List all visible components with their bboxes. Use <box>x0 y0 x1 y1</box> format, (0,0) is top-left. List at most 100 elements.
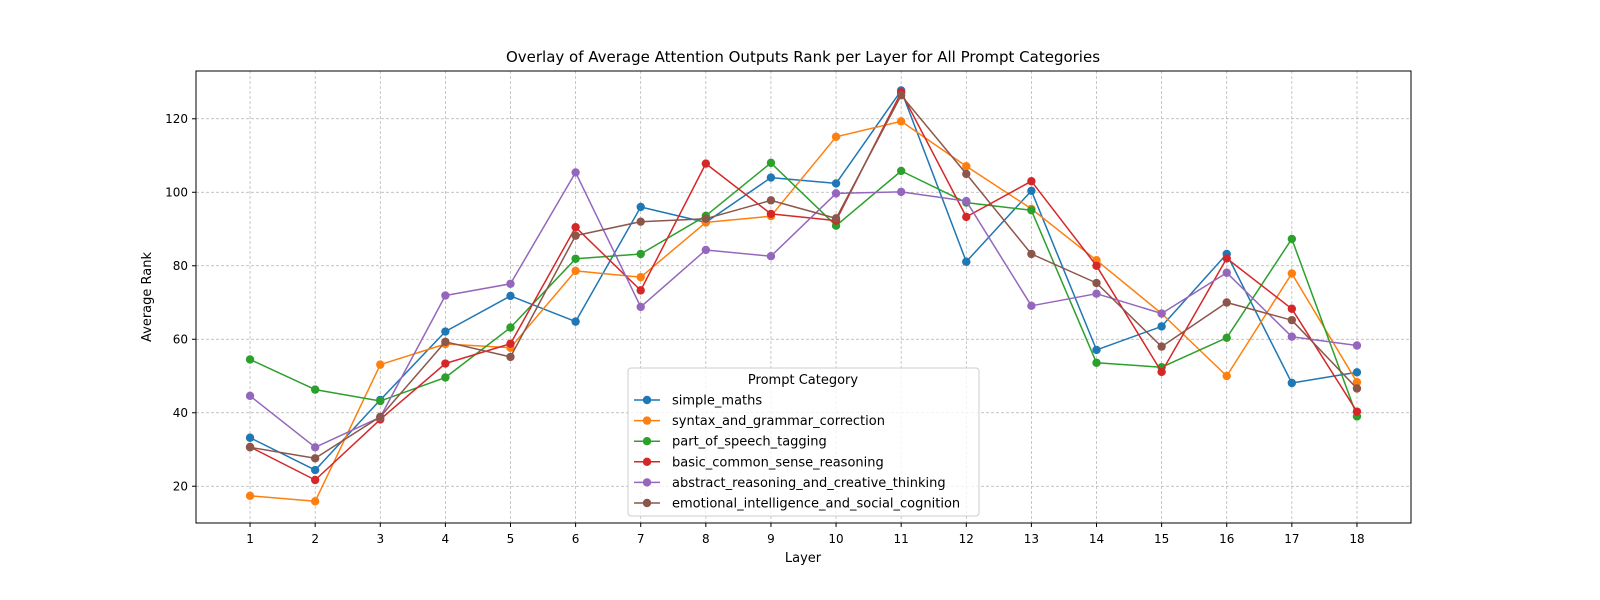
data-point <box>766 252 776 261</box>
data-point <box>1027 177 1036 186</box>
data-point <box>831 132 841 141</box>
y-tick-label: 120 <box>165 112 188 126</box>
data-point <box>1287 269 1297 278</box>
series-emotional_intelligence_and_social_cognition <box>245 91 1362 463</box>
data-point <box>896 117 906 126</box>
data-point <box>1287 332 1297 341</box>
data-point <box>1287 304 1297 313</box>
x-axis-label: Layer <box>785 551 822 566</box>
data-point <box>962 212 971 222</box>
data-point <box>896 166 906 176</box>
x-tick-label: 15 <box>1154 532 1169 546</box>
legend-label: simple_maths <box>672 394 762 409</box>
data-point <box>571 222 580 232</box>
data-point <box>1027 206 1036 215</box>
axes-layer: 1 2 3 4 5 6 7 8 9 10 11 12 13 14 15 16 17 182040608010012… <box>165 112 1365 546</box>
data-point <box>636 202 645 212</box>
x-tick-label: 6 <box>572 532 580 546</box>
legend-label: part_of_speech_tagging <box>672 435 827 450</box>
series-line <box>249 162 1358 417</box>
x-tick-label: 7 <box>637 532 645 546</box>
data-point <box>310 443 320 452</box>
data-point <box>441 327 450 336</box>
data-point <box>245 391 255 401</box>
data-point <box>441 291 450 300</box>
legend-swatch-marker <box>642 437 652 446</box>
data-point <box>962 196 971 206</box>
data-point <box>1352 384 1362 393</box>
data-point <box>1092 345 1101 355</box>
data-point <box>1222 254 1231 263</box>
x-tick-label: 11 <box>894 532 909 546</box>
legend: Prompt Category simple_maths syntax_and_g… <box>627 367 980 517</box>
data-point <box>571 317 580 326</box>
data-point <box>766 209 776 219</box>
data-point <box>1092 289 1101 298</box>
legend-entry: basic_common_sense_reasoning <box>634 455 884 470</box>
data-point <box>571 168 580 177</box>
series-line <box>249 89 1358 471</box>
data-point <box>1352 341 1362 350</box>
data-point <box>506 291 515 301</box>
data-point <box>636 272 645 282</box>
legend-swatch-marker <box>642 498 652 508</box>
x-tick-label: 13 <box>1024 532 1039 546</box>
legend-label: syntax_and_grammar_correction <box>672 414 885 429</box>
data-point <box>701 214 711 223</box>
data-point <box>1027 186 1036 195</box>
y-tick-label: 60 <box>173 332 188 346</box>
data-point <box>376 396 385 406</box>
data-point <box>506 339 515 348</box>
legend-box <box>627 367 980 517</box>
data-point <box>310 475 320 485</box>
data-point <box>441 359 450 368</box>
data-point <box>245 443 255 452</box>
legend-swatch-marker <box>642 478 652 487</box>
series-line <box>249 171 1358 449</box>
x-tick-label: 3 <box>376 532 384 546</box>
data-point <box>766 158 776 168</box>
data-point <box>1157 342 1166 351</box>
x-tick-label: 2 <box>311 532 319 546</box>
data-point <box>441 337 450 347</box>
data-point <box>831 214 841 223</box>
data-point <box>506 323 515 332</box>
data-point <box>1157 367 1166 377</box>
y-tick-label: 80 <box>173 259 188 273</box>
data-point <box>636 217 645 226</box>
legend-swatch-marker <box>642 416 652 425</box>
y-tick-label: 20 <box>173 479 188 493</box>
data-point <box>896 91 906 100</box>
data-point <box>1222 371 1231 381</box>
legend-entry: part_of_speech_tagging <box>634 435 827 450</box>
x-tick-label: 4 <box>442 532 450 546</box>
series-part_of_speech_tagging <box>245 158 1362 421</box>
data-point <box>1092 358 1101 367</box>
data-point <box>962 161 971 171</box>
data-point <box>701 159 711 168</box>
x-tick-label: 16 <box>1219 532 1234 546</box>
data-point <box>766 196 776 205</box>
data-point <box>310 497 320 506</box>
series-line <box>249 91 1358 481</box>
data-point <box>636 286 645 295</box>
y-tick-label: 40 <box>173 406 188 420</box>
data-point <box>1287 378 1297 388</box>
legend-label: basic_common_sense_reasoning <box>672 455 884 470</box>
legend-entry: simple_maths <box>634 394 762 409</box>
data-point <box>441 373 450 382</box>
data-point <box>1287 315 1297 325</box>
x-tick-label: 12 <box>959 532 974 546</box>
data-point <box>245 491 255 501</box>
legend-swatch-marker <box>642 457 652 466</box>
data-point <box>1222 298 1231 307</box>
data-point <box>766 173 776 182</box>
data-point <box>1287 234 1297 244</box>
data-point <box>831 179 841 188</box>
data-point <box>310 465 320 475</box>
legend-entries: simple_maths syntax_and_grammar_correctio… <box>634 394 960 512</box>
chart-title: Overlay of Average Attention Outputs Ran… <box>506 48 1100 66</box>
series-line <box>249 94 1358 460</box>
data-point <box>1092 278 1101 288</box>
data-point <box>962 257 971 266</box>
